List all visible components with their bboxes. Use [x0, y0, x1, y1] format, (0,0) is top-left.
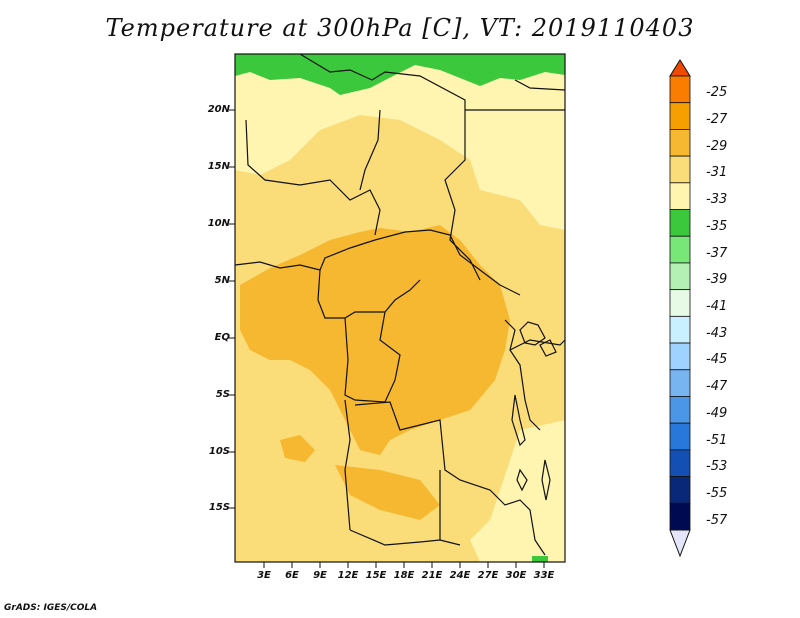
colorbar-swatch — [669, 102, 691, 130]
lat-label-5s: 5S — [215, 389, 230, 400]
colorbar-swatch — [669, 75, 691, 104]
lon-label-30e: 30E — [505, 570, 527, 581]
colorbar-label: -57 — [706, 512, 728, 528]
colorbar-swatch — [669, 155, 691, 184]
southwest-warm-zone — [280, 435, 315, 462]
lat-label-10s: 10S — [208, 446, 230, 457]
southeast-light-zone — [470, 420, 565, 562]
colorbar-swatch — [669, 502, 691, 531]
lon-label-3e: 3E — [257, 570, 271, 581]
lon-label-12e: 12E — [337, 570, 359, 581]
colorbar-label: -25 — [706, 85, 728, 101]
colorbar-swatch — [669, 289, 691, 317]
colorbar-swatch — [669, 422, 691, 451]
colorbar-label: -51 — [706, 432, 728, 448]
north-light-zone — [235, 54, 565, 230]
colorbar-label: -47 — [706, 379, 728, 395]
lon-label-18e: 18E — [393, 570, 415, 581]
colorbar-label: -45 — [706, 352, 728, 368]
lon-label-9e: 9E — [313, 570, 327, 581]
colorbar-label: -55 — [706, 485, 728, 501]
lon-label-15e: 15E — [365, 570, 387, 581]
lat-label-10n: 10N — [207, 218, 230, 229]
map-title: Temperature at 300hPa [C], VT: 201911040… — [105, 14, 695, 42]
colorbar-label: -29 — [706, 138, 728, 154]
country-borders — [234, 53, 566, 556]
colorbar-swatch — [669, 369, 691, 397]
south-green-zone — [532, 556, 548, 562]
colorbar-label: -35 — [706, 218, 728, 234]
map-frame — [234, 53, 566, 563]
south-warm-zone — [335, 465, 440, 520]
colorbar-swatch — [669, 129, 691, 157]
colorbar-label: -31 — [706, 165, 728, 181]
colorbar-label: -37 — [706, 245, 728, 261]
credit-text: GrADS: IGES/COLA — [4, 603, 98, 613]
lon-label-33e: 33E — [533, 570, 555, 581]
lat-label-15s: 15S — [208, 502, 230, 513]
colorbar-label: -43 — [706, 325, 728, 341]
colorbar-swatch — [669, 315, 691, 344]
colorbar-swatch — [669, 449, 691, 477]
colorbar-label: -27 — [706, 112, 728, 128]
colorbar-label: -33 — [706, 192, 728, 208]
colorbar-top-triangle — [669, 59, 691, 77]
central-warm-zone — [240, 225, 510, 455]
colorbar-swatch — [669, 342, 691, 371]
lon-ticks — [263, 562, 545, 568]
lakes — [511, 321, 557, 501]
lat-label-20n: 20N — [207, 104, 230, 115]
colorbar-swatch — [669, 209, 691, 237]
lat-label-eq: EQ — [214, 332, 230, 343]
colorbar-label: -49 — [706, 405, 728, 421]
lat-label-5n: 5N — [214, 275, 230, 286]
colorbar-label: -53 — [706, 459, 728, 475]
colorbar-swatch — [669, 235, 691, 264]
colorbar-bottom-triangle — [669, 529, 691, 558]
lat-label-15n: 15N — [207, 161, 230, 172]
map-plot-area — [229, 53, 566, 568]
lon-label-6e: 6E — [285, 570, 299, 581]
lon-label-24e: 24E — [449, 570, 471, 581]
lon-label-27e: 27E — [477, 570, 499, 581]
colorbar — [669, 59, 691, 558]
lon-label-21e: 21E — [421, 570, 443, 581]
lat-ticks — [229, 109, 235, 509]
colorbar-swatch — [669, 476, 691, 504]
colorbar-swatch — [669, 182, 691, 210]
colorbar-label: -39 — [706, 272, 728, 288]
colorbar-swatch — [669, 262, 691, 291]
colorbar-swatch — [669, 396, 691, 424]
colorbar-label: -41 — [706, 299, 728, 314]
